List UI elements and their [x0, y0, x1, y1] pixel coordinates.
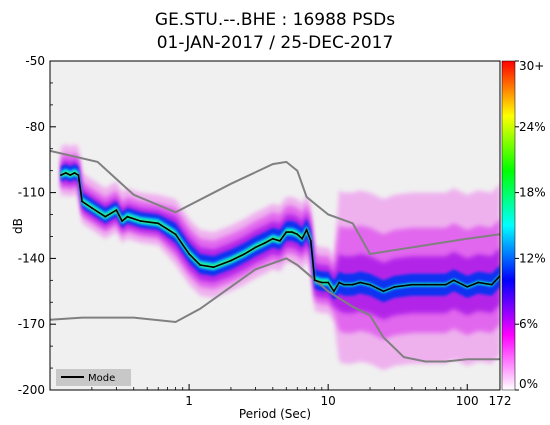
mode-point	[359, 281, 362, 284]
colorbar-tick-label: 18%	[519, 186, 546, 200]
mode-point	[104, 215, 107, 218]
low-noise-model-curve	[50, 257, 500, 363]
x-tick-label: 1	[185, 394, 193, 408]
mode-point	[60, 174, 62, 177]
mode-point	[199, 264, 202, 266]
mode-point	[279, 240, 281, 242]
mode-point	[466, 286, 469, 288]
colorbar-tick-label: 24%	[519, 120, 546, 134]
mode-point	[263, 242, 266, 244]
mode-point	[291, 231, 293, 234]
y-tick-label: -110	[18, 186, 45, 200]
mode-point	[452, 279, 455, 282]
mode-point	[212, 266, 215, 269]
mode-point	[73, 172, 76, 174]
chart-title-line1: GE.STU.--.BHE : 16988 PSDs	[155, 10, 395, 30]
mode-point	[126, 215, 129, 218]
legend-box	[56, 369, 131, 386]
mode-point	[313, 279, 316, 282]
mode-point	[157, 222, 160, 225]
high-noise-model-curve	[50, 149, 500, 256]
x-axis-ticks: 1 10 100 172	[91, 384, 512, 408]
chart-title-line2: 01-JAN-2017 / 25-DEC-2017	[157, 33, 394, 53]
colorbar-tick-label: 12%	[519, 251, 546, 265]
x-axis-label: Period (Sec)	[239, 407, 311, 421]
mode-point	[424, 283, 427, 286]
mode-point	[243, 253, 246, 255]
mode-point	[477, 281, 480, 284]
mode-point	[121, 220, 123, 223]
mode-point	[382, 290, 385, 293]
mode-point	[91, 207, 93, 209]
x-tick-label: 172	[489, 394, 512, 408]
colorbar-tick-label: 30+	[519, 59, 544, 73]
mode-point	[64, 172, 67, 174]
mode-point	[411, 283, 413, 286]
mode-point	[81, 200, 83, 203]
colorbar-tick-label: 6%	[519, 317, 538, 331]
mode-point	[174, 233, 177, 236]
mode-point	[444, 283, 447, 286]
mode-point	[296, 233, 299, 236]
mode-point	[285, 231, 288, 234]
y-tick-label: -200	[18, 383, 45, 397]
mode-point	[230, 259, 232, 262]
mode-point	[115, 209, 118, 212]
mode-point	[77, 174, 80, 177]
mode-point	[254, 246, 257, 249]
y-tick-label: -50	[25, 54, 45, 68]
mode-point	[320, 281, 323, 284]
y-tick-label: -80	[25, 120, 45, 134]
legend-mode-label: Mode	[88, 373, 115, 384]
mode-point	[188, 253, 191, 255]
mode-point	[351, 283, 354, 286]
colorbar-tick-label: 0%	[519, 377, 538, 391]
mode-point	[305, 229, 308, 231]
legend: Mode	[56, 369, 131, 386]
mode-point	[435, 283, 438, 286]
mode-point	[490, 283, 493, 286]
reference-curves	[50, 149, 500, 363]
y-tick-label: -170	[18, 317, 45, 331]
colorbar	[501, 60, 516, 391]
y-axis-ticks: -50 -80 -110 -140 -170 -200	[18, 54, 56, 397]
x-tick-label: 10	[321, 394, 336, 408]
mode-point	[139, 220, 142, 223]
mode-point	[338, 281, 341, 284]
mode-point	[271, 237, 274, 240]
mode-point	[309, 240, 312, 242]
mode-point	[69, 174, 72, 177]
density-band-blue	[61, 164, 500, 303]
mode-point	[301, 237, 303, 240]
y-tick-label: -140	[18, 251, 45, 265]
x-tick-label: 100	[456, 394, 479, 408]
mode-point	[369, 283, 371, 286]
mode-point	[343, 283, 345, 286]
y-axis-label: dB	[11, 218, 25, 234]
plot-frame	[49, 60, 501, 391]
mode-curve-layer	[60, 171, 500, 293]
mode-point	[393, 286, 396, 288]
colorbar-ticks: 30+ 24% 18% 12% 6% 0%	[515, 59, 546, 391]
mode-point	[327, 281, 330, 284]
mode-point	[333, 290, 335, 293]
